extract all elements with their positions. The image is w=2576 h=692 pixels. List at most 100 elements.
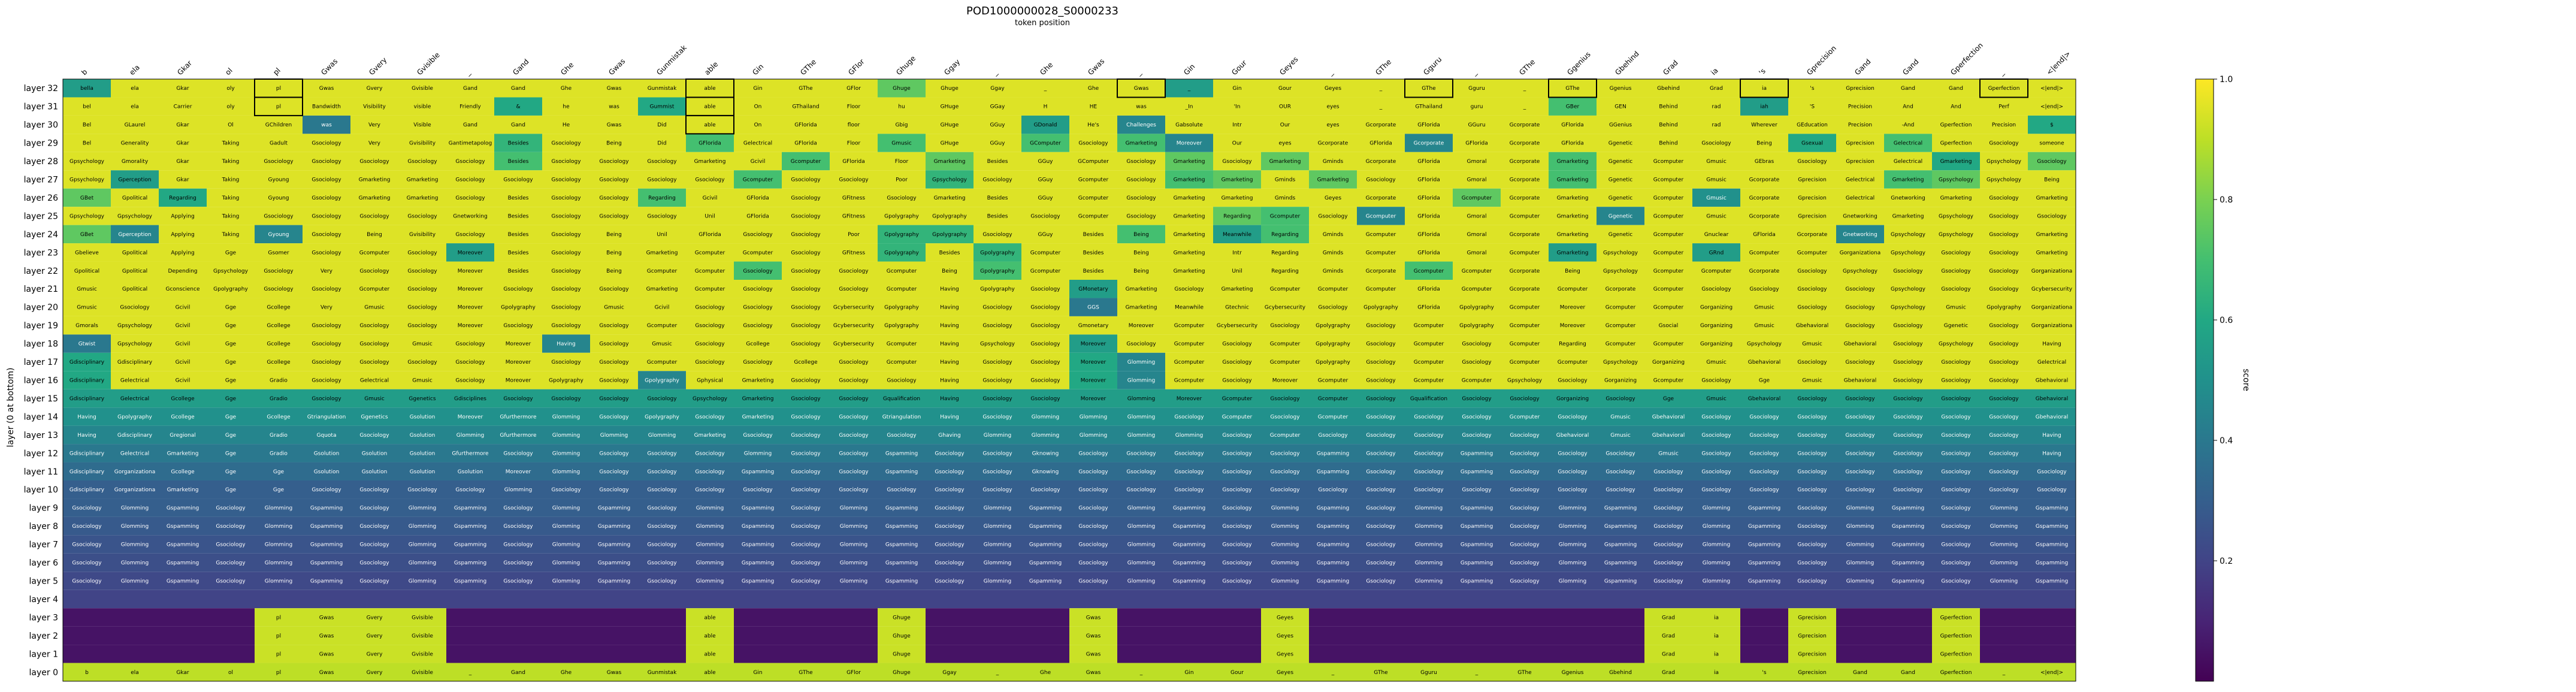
heatmap-cell: _: [1357, 79, 1405, 98]
heatmap-cell: Gmusic: [1692, 188, 1740, 207]
heatmap-cell: Gummist: [638, 97, 686, 116]
heatmap-cell-label: Gsociology: [599, 195, 629, 201]
heatmap-cell: Gsociology: [1069, 553, 1117, 572]
heatmap-cell-rect: [1980, 225, 2028, 244]
heatmap-cell-label: Gsociology: [1126, 451, 1156, 457]
heatmap-cell: Gminds: [1309, 225, 1357, 244]
heatmap-cell-rect: [1692, 152, 1740, 171]
heatmap-cell: Gcomputer: [1405, 334, 1453, 353]
heatmap-cell-label: Gcorporate: [1749, 195, 1780, 201]
heatmap-cell-rect: [1549, 608, 1597, 627]
heatmap-cell-label: Gsociology: [312, 213, 341, 219]
heatmap-cell: Gmusic: [590, 298, 638, 316]
heatmap-cell: Gcomputer: [350, 280, 398, 298]
heatmap-cell: Gcomputer: [1453, 261, 1501, 280]
heatmap-cell: Gspamming: [1309, 572, 1357, 590]
heatmap-cell-label: Gsociology: [791, 177, 821, 183]
heatmap-cell-label: Gspamming: [1461, 579, 1493, 585]
heatmap-cell: Taking: [207, 225, 255, 244]
heatmap-cell: Regarding: [1261, 243, 1309, 262]
heatmap-cell: Being: [1740, 134, 1788, 152]
heatmap-cell: Gsociology: [973, 352, 1021, 371]
heatmap-cell-rect: [1980, 79, 2028, 98]
heatmap-cell-rect: [446, 188, 494, 207]
heatmap-cell-label: Glomming: [840, 506, 867, 512]
heatmap-cell-rect: [782, 79, 830, 98]
heatmap-cell-rect: [63, 115, 111, 134]
heatmap-cell: Gsociology: [398, 298, 446, 316]
heatmap-cell-label: Gwas: [319, 86, 334, 92]
heatmap-cell: Gpsychology: [1597, 352, 1644, 371]
heatmap-cell-label: Gspamming: [1604, 542, 1637, 548]
heatmap-cell: Gcivil: [159, 371, 207, 389]
heatmap-cell: Gcomputer: [638, 316, 686, 335]
heatmap-cell-label: Glomming: [1080, 414, 1107, 420]
heatmap-cell: Very: [350, 134, 398, 152]
heatmap-cell: Gcomputer: [1165, 371, 1213, 389]
heatmap-cell-label: Gspamming: [885, 469, 918, 475]
heatmap-cell-label: GThe: [1374, 670, 1388, 676]
heatmap-cell: Ghaving: [926, 425, 973, 445]
heatmap-cell-label: Moreover: [458, 323, 483, 329]
heatmap-cell-rect: [1021, 626, 1069, 645]
heatmap-cell: [590, 590, 638, 609]
heatmap-cell: GComputer: [1021, 134, 1069, 152]
heatmap-cell: Being: [1117, 243, 1165, 262]
heatmap-cell-label: Very: [368, 141, 381, 147]
heatmap-cell-rect: [782, 207, 830, 225]
heatmap-cell: Gmarketing: [1117, 298, 1165, 316]
heatmap-cell-label: Gsolution: [410, 433, 436, 439]
heatmap-cell-rect: [1884, 225, 1932, 244]
heatmap-cell: Being: [590, 134, 638, 152]
heatmap-cell: Glomming: [1117, 535, 1165, 554]
heatmap-cell-label: Gprecision: [1798, 651, 1827, 657]
heatmap-cell-label: Gsociology: [1030, 342, 1060, 347]
heatmap-cell: Gsociology: [686, 407, 734, 426]
heatmap-cell: Gsociology: [1357, 572, 1405, 590]
heatmap-cell-label: Glomming: [409, 524, 436, 530]
heatmap-cell: [1453, 626, 1501, 645]
heatmap-cell-label: Gsociology: [695, 414, 725, 420]
heatmap-cell-label: Glomming: [840, 524, 867, 530]
heatmap-cell: Besides: [973, 152, 1021, 171]
heatmap-cell: Gsociology: [1692, 444, 1740, 463]
heatmap-cell-label: Gsociology: [982, 469, 1012, 475]
heatmap-cell: Gcorporate: [1501, 188, 1549, 207]
heatmap-cell: Gsociology: [1980, 243, 2028, 262]
heatmap-cell-label: Gsociology: [647, 487, 677, 493]
heatmap-cell: Glomming: [1117, 389, 1165, 408]
heatmap-cell-rect: [1453, 225, 1501, 244]
heatmap-cell-label: Taking: [222, 213, 240, 219]
heatmap-cell: Having: [926, 389, 973, 408]
heatmap-cell-rect: [159, 79, 207, 98]
heatmap-cell-label: pl: [276, 615, 281, 621]
heatmap-cell-label: Gsociology: [2037, 469, 2067, 475]
heatmap-cell: Gsociology: [111, 298, 159, 316]
heatmap-cell: GGuy: [1021, 225, 1069, 244]
heatmap-cell: Gpsychology: [926, 170, 973, 189]
heatmap-cell: Gcorporate: [1405, 134, 1453, 152]
heatmap-cell: Gspamming: [159, 535, 207, 554]
heatmap-cell: Gvisible: [398, 663, 446, 681]
heatmap-cell-label: Depending: [168, 268, 197, 274]
heatmap-cell-label: GFlorida: [1417, 305, 1440, 311]
heatmap-cell: Gspamming: [1021, 553, 1069, 572]
heatmap-cell: Glomming: [111, 572, 159, 590]
heatmap-cell-label: Gmusic: [1706, 359, 1727, 365]
heatmap-cell: Gsociology: [1644, 498, 1692, 517]
heatmap-cell-label: Gsociology: [359, 268, 389, 274]
heatmap-cell-label: Gcomputer: [1510, 250, 1540, 256]
heatmap-cell-label: Gge: [225, 396, 237, 402]
heatmap-cell-rect: [542, 134, 590, 152]
x-tick-label: Gin: [1182, 62, 1196, 77]
heatmap-cell: Gtriangulation: [303, 407, 350, 426]
heatmap-cell-label: Having: [940, 378, 959, 384]
heatmap-cell: Gantimetapolog: [446, 134, 494, 152]
heatmap-cell-label: Ghuge: [893, 633, 911, 639]
heatmap-cell: [63, 590, 111, 609]
heatmap-cell-rect: [1021, 645, 1069, 663]
heatmap-cell: Gmarketing: [926, 188, 973, 207]
heatmap-cell: [1117, 645, 1165, 663]
heatmap-cell-label: Moreover: [458, 250, 483, 256]
heatmap-cell-label: Glomming: [1127, 560, 1155, 566]
